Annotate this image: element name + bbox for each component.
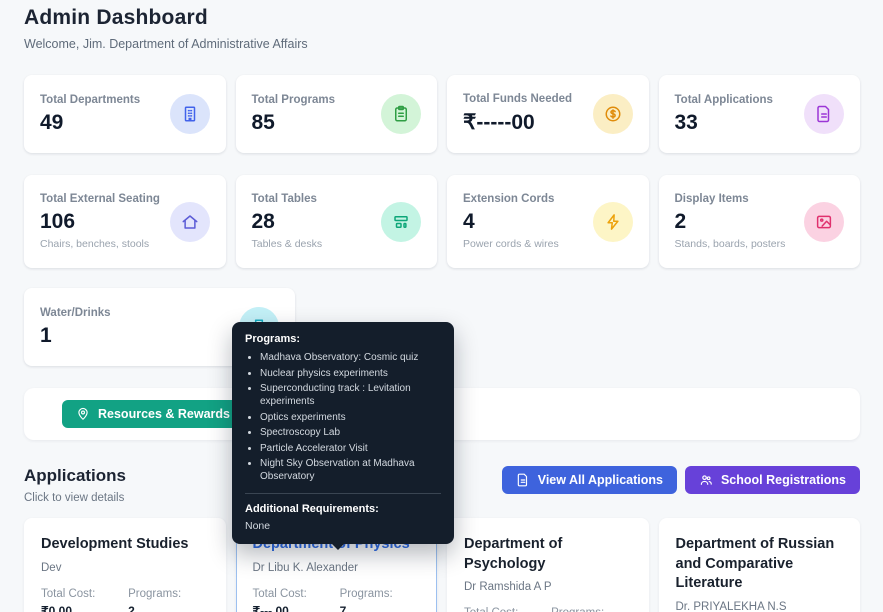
stat-caption: Chairs, benches, stools (40, 238, 150, 250)
school-registrations-label: School Registrations (720, 473, 846, 487)
stat-card-external-seating: Total External Seating 106 Chairs, bench… (24, 175, 226, 268)
stat-card-display-items: Display Items 2 Stands, boards, posters (658, 175, 860, 268)
stat-card-total-funds: Total Funds Needed ₹-----00 (447, 75, 649, 153)
programs-label: Programs: (551, 607, 604, 612)
stat-label: Total Programs (251, 93, 336, 106)
users-icon (699, 473, 713, 487)
dept-title: Department of Russian and Comparative Li… (675, 536, 835, 592)
programs-value: 2 (128, 603, 135, 612)
resources-rewards-button[interactable]: Resources & Rewards (62, 400, 245, 428)
stat-value: 28 (251, 210, 275, 233)
home-icon (169, 201, 210, 242)
stat-card-total-tables: Total Tables 28 Tables & desks (235, 175, 437, 268)
stat-label: Total External Seating (40, 193, 160, 205)
stat-card-total-applications: Total Applications 33 (658, 75, 860, 153)
dept-person: Dev (41, 561, 62, 574)
stat-value: 4 (463, 210, 475, 233)
stat-value: 2 (674, 210, 687, 233)
programs-tooltip: Programs: Madhava Observatory: Cosmic qu… (232, 322, 454, 550)
document-icon (804, 94, 844, 134)
tooltip-program-item: Superconducting track : Levitation exper… (260, 382, 441, 408)
stat-caption: Tables & desks (251, 238, 323, 250)
table-icon (381, 201, 421, 242)
stat-caption: Stands, boards, posters (674, 238, 786, 250)
stat-label: Water/Drinks (40, 306, 111, 319)
applications-subtitle: Click to view details (24, 492, 125, 504)
page-title: Admin Dashboard (24, 6, 208, 29)
stat-value: 49 (40, 110, 64, 134)
dept-person: Dr Ramshida A P (464, 581, 552, 594)
view-all-applications-label: View All Applications (537, 473, 663, 487)
dept-card-russian-literature[interactable]: Department of Russian and Comparative Li… (658, 518, 860, 612)
stat-card-extension-cords: Extension Cords 4 Power cords & wires (447, 175, 649, 268)
total-cost-label: Total Cost: (41, 587, 96, 600)
programs-value: 7 (339, 603, 347, 612)
stat-label: Total Departments (40, 93, 141, 106)
stats-row-2: Total External Seating 106 Chairs, bench… (24, 175, 860, 268)
tooltip-additional-value: None (245, 520, 271, 532)
dollar-circle-icon (592, 94, 633, 134)
dept-person: Dr Libu K. Alexander (252, 561, 358, 574)
tooltip-programs-list: Madhava Observatory: Cosmic quiz Nuclear… (245, 351, 441, 483)
tooltip-divider (245, 493, 441, 494)
dept-title: Development Studies (41, 536, 189, 552)
stat-label: Total Tables (251, 193, 317, 205)
dept-person: Dr. PRIYALEKHA N.S (675, 600, 787, 612)
stat-value: 33 (674, 110, 698, 134)
stat-value: ₹-----00 (463, 111, 535, 134)
stats-row-1: Total Departments 49 Total Programs 85 T… (24, 75, 860, 153)
stat-label: Total Applications (674, 93, 773, 106)
welcome-subtitle: Welcome, Jim. Department of Administrati… (24, 37, 308, 51)
stat-card-total-departments: Total Departments 49 (24, 75, 226, 153)
programs-label: Programs: (128, 587, 182, 600)
applications-title: Applications (24, 466, 127, 485)
tooltip-programs-heading: Programs: (245, 333, 301, 345)
dept-card-development-studies[interactable]: Development Studies Dev Total Cost: ₹0.0… (24, 518, 226, 612)
stat-value: 1 (40, 323, 52, 347)
document-icon (516, 473, 530, 487)
location-pin-icon (76, 407, 90, 421)
total-cost-label: Total Cost: (464, 607, 551, 612)
dept-card-psychology[interactable]: Department of Psychology Dr Ramshida A P… (447, 518, 649, 612)
stat-label: Total Funds Needed (463, 93, 573, 105)
tooltip-program-item: Spectroscopy Lab (260, 426, 441, 439)
school-registrations-button[interactable]: School Registrations (684, 466, 860, 494)
tooltip-additional-heading: Additional Requirements: (245, 503, 379, 515)
clipboard-icon (381, 94, 421, 134)
total-cost-label: Total Cost: (252, 587, 307, 600)
image-icon (804, 201, 844, 242)
programs-label: Programs: (339, 587, 393, 600)
resources-rewards-label: Resources & Rewards (98, 407, 231, 421)
stat-card-total-programs: Total Programs 85 (235, 75, 437, 153)
applications-header: Applications Click to view details View … (24, 466, 860, 504)
stat-value: 85 (251, 110, 275, 134)
total-cost-value: ₹0.00 (41, 603, 72, 612)
dept-title: Department of Psychology (464, 536, 563, 572)
page-header: Admin Dashboard Welcome, Jim. Department… (24, 6, 860, 51)
view-all-applications-button[interactable]: View All Applications (501, 466, 677, 494)
tooltip-program-item: Madhava Observatory: Cosmic quiz (260, 351, 441, 364)
stat-label: Display Items (674, 193, 749, 205)
tooltip-program-item: Nuclear physics experiments (260, 367, 441, 380)
tooltip-program-item: Optics experiments (260, 411, 441, 424)
tooltip-program-item: Night Sky Observation at Madhava Observa… (260, 457, 441, 483)
tooltip-program-item: Particle Accelerator Visit (260, 442, 441, 455)
bolt-icon (592, 201, 633, 242)
total-cost-value: ₹---.00 (252, 603, 289, 612)
building-icon (169, 94, 210, 134)
stat-value: 106 (40, 210, 76, 233)
stat-label: Extension Cords (463, 193, 555, 205)
stat-caption: Power cords & wires (463, 238, 559, 250)
